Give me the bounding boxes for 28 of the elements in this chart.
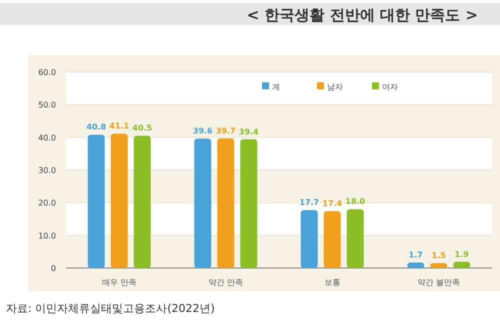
y-tick-label: 40.0 — [38, 133, 56, 142]
data-label: 40.5 — [132, 124, 153, 133]
data-label: 17.7 — [299, 198, 320, 208]
x-tick-label: 매우 만족 — [102, 278, 137, 287]
y-tick-label: 0 — [50, 264, 56, 273]
data-label: 39.6 — [192, 126, 214, 136]
data-label: 1.5 — [432, 251, 446, 260]
legend-label: 계 — [272, 82, 280, 92]
x-tick-label: 보통 — [324, 278, 340, 287]
y-tick-label: 10.0 — [38, 231, 56, 240]
data-label: 1.7 — [408, 250, 423, 260]
x-tick-label: 약간 불만족 — [417, 278, 460, 287]
data-label: 40.8 — [86, 122, 107, 132]
data-label: 17.4 — [322, 199, 343, 208]
data-label: 1.9 — [454, 250, 470, 259]
x-tick-label: 약간 만족 — [208, 278, 244, 287]
y-tick-label: 50.0 — [38, 100, 56, 110]
data-label: 39.7 — [216, 126, 236, 136]
y-tick-label: 30.0 — [38, 166, 56, 175]
legend-label: 남자 — [327, 82, 343, 92]
y-tick-label: 60.0 — [38, 68, 56, 77]
data-label: 18.0 — [345, 197, 366, 206]
text: 자료: 이민자체류실태및고용조사(2022년) — [6, 302, 215, 315]
data-label: 39.4 — [238, 127, 260, 136]
y-tick-label: 20.0 — [38, 198, 56, 208]
chart-title: < 한국생활 전반에 대한 만족도 > — [246, 6, 478, 24]
data-label: 41.1 — [109, 122, 130, 131]
legend-label: 여자 — [382, 82, 398, 92]
